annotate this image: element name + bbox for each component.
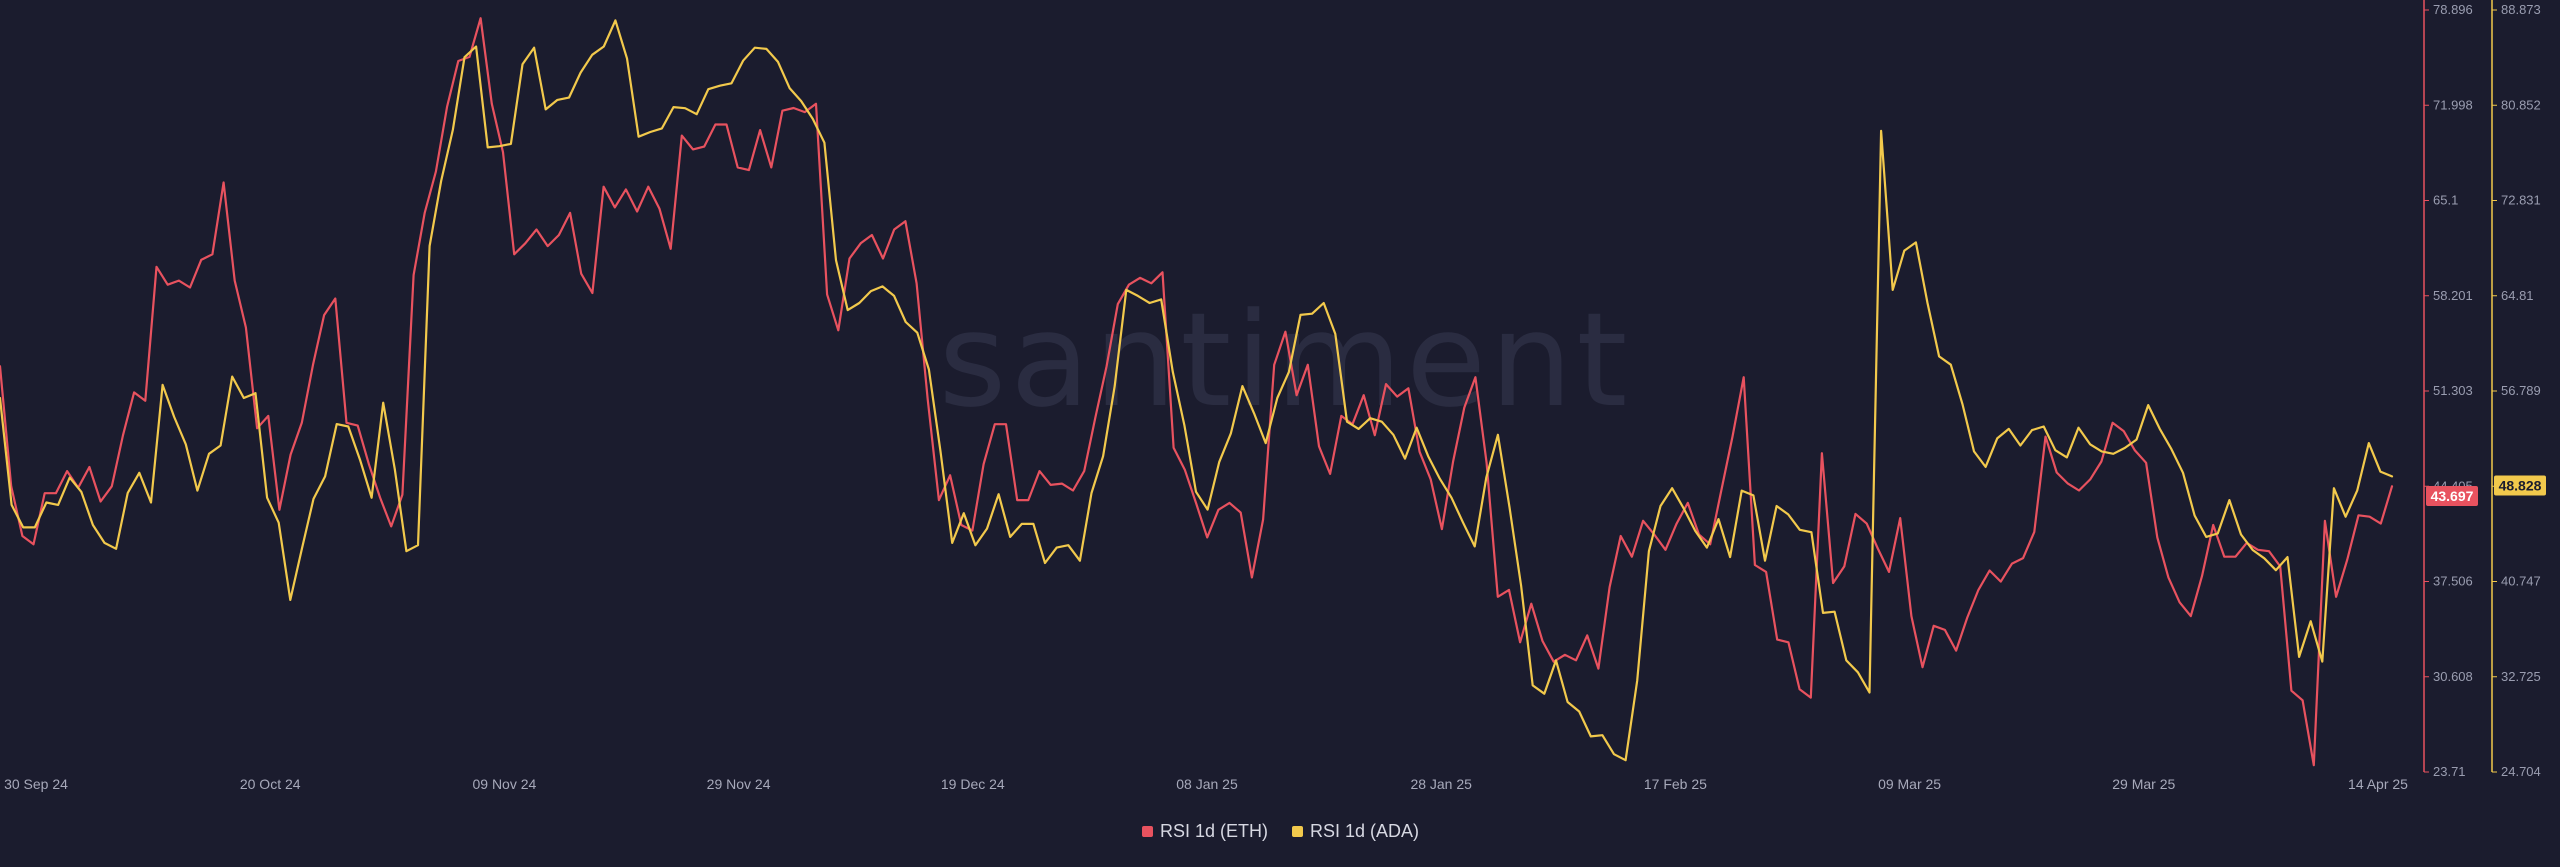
y-tick-label-eth: 30.608	[2433, 669, 2473, 684]
legend-swatch-ada	[1292, 826, 1303, 837]
series-line-eth	[0, 17, 2394, 767]
y-tick-label-ada: 64.81	[2501, 288, 2534, 303]
watermark: santiment	[939, 284, 1632, 436]
series-layer	[0, 17, 2394, 767]
x-tick-label: 28 Jan 25	[1410, 776, 1472, 792]
current-value-badge-eth	[2426, 486, 2478, 507]
y-tick-label-ada: 40.747	[2501, 574, 2541, 589]
y-tick-label-ada: 80.852	[2501, 97, 2541, 112]
y-tick-label-ada: 88.873	[2501, 2, 2541, 17]
y-tick-label-ada: 72.831	[2501, 193, 2541, 208]
y-tick-label-ada: 32.725	[2501, 669, 2541, 684]
current-value-label-eth: 43.697	[2431, 488, 2474, 504]
y-tick-label-eth: 58.201	[2433, 288, 2473, 303]
y-tick-label-eth: 51.303	[2433, 383, 2473, 398]
y-tick-label-eth: 37.506	[2433, 574, 2473, 589]
y-tick-label-ada: 24.704	[2501, 764, 2541, 779]
x-tick-label: 09 Mar 25	[1878, 776, 1941, 792]
legend-label-eth: RSI 1d (ETH)	[1160, 821, 1268, 841]
current-value-badge-ada	[2494, 475, 2546, 496]
legend-item-ada[interactable]: RSI 1d (ADA)	[1292, 821, 1419, 841]
x-tick-label: 17 Feb 25	[1644, 776, 1707, 792]
y-tick-label-eth: 23.71	[2433, 764, 2466, 779]
x-tick-label: 20 Oct 24	[240, 776, 301, 792]
legend-item-eth[interactable]: RSI 1d (ETH)	[1142, 821, 1268, 841]
x-tick-label: 19 Dec 24	[941, 776, 1005, 792]
y-tick-label-eth: 65.1	[2433, 193, 2458, 208]
x-tick-label: 14 Apr 25	[2348, 776, 2408, 792]
x-axis: 30 Sep 24 20 Oct 24 09 Nov 24 29 Nov 24 19 D…	[4, 776, 2408, 792]
x-tick-label: 29 Mar 25	[2112, 776, 2175, 792]
y-tick-label-eth: 71.998	[2433, 97, 2473, 112]
x-tick-label: 30 Sep 24	[4, 776, 68, 792]
x-tick-label: 09 Nov 24	[472, 776, 536, 792]
legend[interactable]: RSI 1d (ETH) RSI 1d (ADA)	[1142, 821, 1419, 841]
x-tick-label: 29 Nov 24	[707, 776, 771, 792]
y-tick-label-eth: 78.896	[2433, 2, 2473, 17]
series-line-ada	[0, 19, 2394, 762]
legend-label-ada: RSI 1d (ADA)	[1310, 821, 1419, 841]
legend-swatch-eth	[1142, 826, 1153, 837]
y-tick-label-ada: 56.789	[2501, 383, 2541, 398]
axes-layer: 78.89671.99865.158.20151.30344.40537.506…	[2423, 0, 2546, 779]
x-tick-label: 08 Jan 25	[1176, 776, 1238, 792]
current-value-label-ada: 48.828	[2499, 478, 2542, 494]
